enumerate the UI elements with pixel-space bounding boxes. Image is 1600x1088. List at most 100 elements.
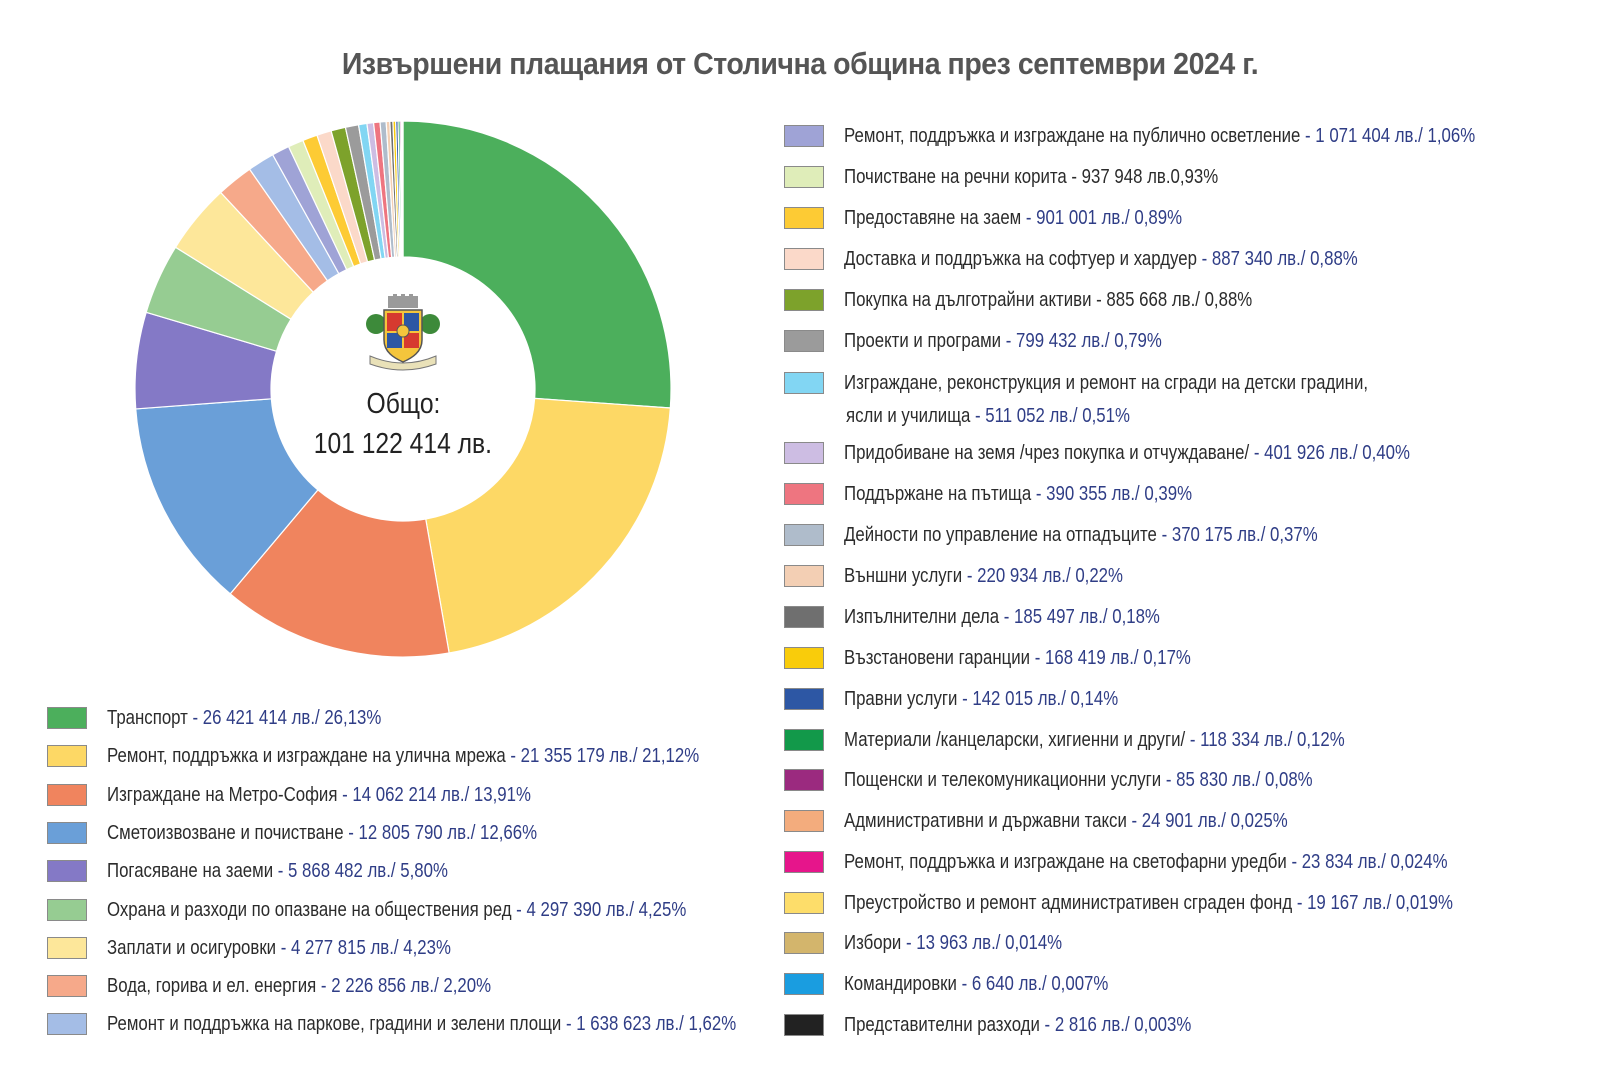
legend-value: - 390 355 лв./ 0,39% xyxy=(1031,482,1193,505)
legend-item: Представителни разходи - 2 816 лв./ 0,00… xyxy=(784,1012,1268,1038)
legend-label: Сметоизвозване и почистване xyxy=(107,820,344,844)
legend-value: - 12 805 790 лв./ 12,66% xyxy=(343,820,538,844)
donut-slice xyxy=(402,120,672,409)
legend-item: Външни услуги - 220 934 лв./ 0,22% xyxy=(784,563,1184,589)
legend-label: Поддържане на пътища xyxy=(844,482,1032,505)
legend-swatch xyxy=(784,565,824,587)
legend-item: Покупка на дълготрайни активи - 885 668 … xyxy=(784,287,1342,313)
legend-swatch xyxy=(47,745,87,768)
legend-swatch xyxy=(784,330,824,352)
legend-item: Ремонт, поддръжка и изграждане на улична… xyxy=(47,743,829,769)
legend-item: Командировки - 6 640 лв./ 0,007% xyxy=(784,971,1166,997)
legend-label: Погасяване на заеми xyxy=(107,859,274,883)
legend-label-line2: ясли и училища xyxy=(846,404,971,427)
legend-value: - 19 167 лв./ 0,019% xyxy=(1292,891,1453,914)
legend-value: - 220 934 лв./ 0,22% xyxy=(962,564,1123,587)
legend-value: - 4 277 815 лв./ 4,23% xyxy=(276,935,451,959)
legend-item: Предоставяне на заем - 901 001 лв./ 0,89… xyxy=(784,205,1256,231)
legend-value: - 142 015 лв./ 0,14% xyxy=(957,687,1119,710)
legend-item: Ремонт, поддръжка и изграждане на светоф… xyxy=(784,849,1580,875)
legend-value: - 511 052 лв./ 0,51% xyxy=(970,404,1130,427)
legend-value: - 370 175 лв./ 0,37% xyxy=(1156,523,1318,546)
legend-value: - 6 640 лв./ 0,007% xyxy=(956,972,1109,995)
legend-label: Ремонт, поддръжка и изграждане на публич… xyxy=(844,124,1301,147)
legend-label: Доставка и поддръжка на софтуер и хардуе… xyxy=(844,247,1197,270)
legend-value: - 21 355 179 лв./ 21,12% xyxy=(505,744,700,768)
legend-label: Охрана и разходи по опазване на обществе… xyxy=(107,897,512,921)
legend-item-continuation: ясли и училища - 511 052 лв./ 0,51% xyxy=(826,403,1192,429)
legend-swatch xyxy=(47,1013,87,1036)
legend-item: Почистване на речни корита - 937 948 лв.… xyxy=(784,164,1300,190)
legend-value: - 118 334 лв./ 0,12% xyxy=(1185,728,1345,751)
legend-swatch xyxy=(784,932,824,954)
legend-value: - 14 062 214 лв./ 13,91% xyxy=(337,782,531,806)
legend-swatch xyxy=(47,707,87,729)
donut-slice xyxy=(135,398,319,595)
legend-swatch xyxy=(784,207,824,229)
legend-item: Материали /канцеларски, хигиенни и други… xyxy=(784,727,1455,753)
legend-value: - 4 297 390 лв./ 4,25% xyxy=(511,897,687,921)
legend-swatch xyxy=(784,892,824,914)
donut-slice xyxy=(229,489,450,658)
legend-swatch xyxy=(784,125,824,147)
legend-value: - 5 868 482 лв./ 5,80% xyxy=(273,859,448,883)
legend-item: Административни и държавни такси - 24 90… xyxy=(784,808,1385,834)
legend-swatch xyxy=(784,973,824,995)
legend-swatch xyxy=(47,821,87,844)
legend-swatch xyxy=(47,783,87,806)
legend-value: - 937 948 лв.0,93% xyxy=(1066,165,1219,188)
legend-value: - 401 926 лв./ 0,40% xyxy=(1249,441,1410,464)
legend-value: - 885 668 лв./ 0,88% xyxy=(1091,288,1253,311)
legend-swatch xyxy=(47,898,87,921)
legend-label: Ремонт, поддръжка и изграждане на светоф… xyxy=(844,850,1287,873)
donut-chart xyxy=(134,120,672,658)
legend-label: Проекти и програми xyxy=(844,329,1002,352)
legend-item: Сметоизвозване и почистване - 12 805 790… xyxy=(47,820,631,846)
chart-title: Извършени плащания от Столична община пр… xyxy=(341,46,1259,81)
legend-item: Проекти и програми - 799 432 лв./ 0,79% xyxy=(784,328,1232,354)
legend-swatch xyxy=(784,647,824,669)
legend-value: - 887 340 лв./ 0,88% xyxy=(1196,247,1358,270)
total-label: Общо: xyxy=(366,388,440,420)
legend-label: Предоставяне на заем xyxy=(844,206,1022,229)
legend-label: Материали /канцеларски, хигиенни и други… xyxy=(844,728,1186,751)
legend-swatch xyxy=(784,851,824,873)
total-value: 101 122 414 лв. xyxy=(313,428,493,460)
legend-swatch xyxy=(784,769,824,791)
legend-label: Командировки xyxy=(844,972,957,995)
legend-label: Почистване на речни корита xyxy=(844,165,1067,188)
legend-swatch xyxy=(784,483,824,505)
legend-swatch xyxy=(784,372,824,394)
legend-value: - 799 432 лв./ 0,79% xyxy=(1001,329,1162,352)
legend-label: Изграждане на Метро-София xyxy=(107,782,338,806)
legend-label: Вода, горива и ел. енергия xyxy=(107,974,317,998)
legend-value: - 13 963 лв./ 0,014% xyxy=(901,931,1063,954)
legend-item: Преустройство и ремонт административен с… xyxy=(784,890,1587,916)
legend-value: - 1 638 623 лв./ 1,62% xyxy=(561,1012,737,1036)
legend-swatch xyxy=(47,975,87,998)
sofia-coat-of-arms-logo xyxy=(366,294,440,371)
legend-label: Заплати и осигуровки xyxy=(107,935,277,959)
legend-item: Поддържане на пътища - 390 355 лв./ 0,39… xyxy=(784,481,1268,507)
legend-label: Дейности по управление на отпадъците xyxy=(844,523,1157,546)
legend-value: - 901 001 лв./ 0,89% xyxy=(1021,206,1183,229)
legend-item: Правни услуги - 142 015 лв./ 0,14% xyxy=(784,686,1178,712)
legend-item: Транспорт - 26 421 414 лв./ 26,13% xyxy=(47,705,442,731)
legend-value: - 24 901 лв./ 0,025% xyxy=(1126,809,1288,832)
legend-label: Външни услуги xyxy=(844,564,963,587)
legend-swatch xyxy=(784,166,824,188)
legend-item: Ремонт, поддръжка и изграждане на публич… xyxy=(784,123,1600,149)
legend-label: Представителни разходи xyxy=(844,1013,1040,1036)
legend-label: Пощенски и телекомуникационни услуги xyxy=(844,768,1162,791)
legend-item: Охрана и разходи по опазване на обществе… xyxy=(47,897,814,923)
legend-item: Избори - 13 963 лв./ 0,014% xyxy=(784,930,1110,956)
legend-label: Избори xyxy=(844,931,902,954)
legend-value: - 26 421 414 лв./ 26,13% xyxy=(187,706,382,729)
legend-item: Изграждане, реконструкция и ремонт на сг… xyxy=(784,370,1483,396)
legend-swatch xyxy=(784,524,824,546)
legend-label: Изграждане, реконструкция и ремонт на сг… xyxy=(844,371,1369,394)
legend-label: Възстановени гаранции xyxy=(844,646,1031,669)
legend-label: Придобиване на земя /чрез покупка и отчу… xyxy=(844,441,1250,464)
legend-item: Заплати и осигуровки - 4 277 815 лв./ 4,… xyxy=(47,935,526,961)
legend-swatch xyxy=(784,289,824,311)
